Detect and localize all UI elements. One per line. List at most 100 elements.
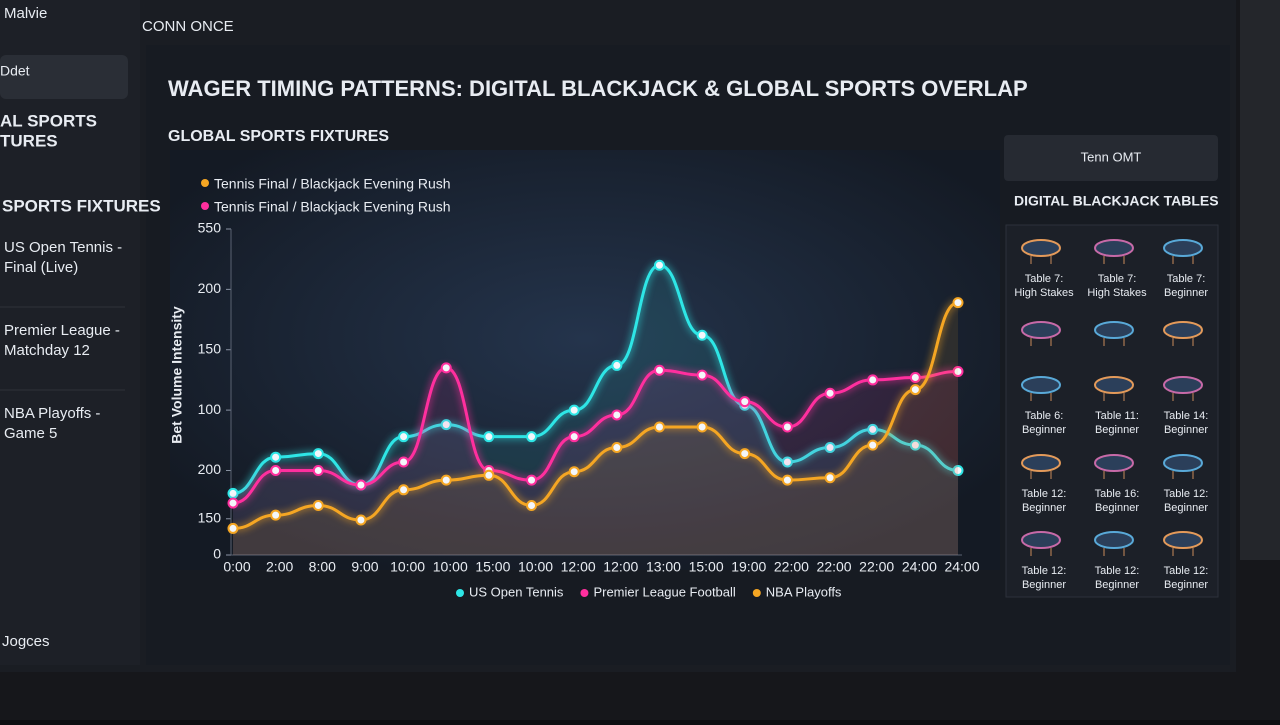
chart-subtitle: GLOBAL SPORTS FIXTURES (168, 128, 389, 145)
table-label[interactable]: Table 11: (1095, 410, 1139, 422)
table-label[interactable]: Beginner (1022, 502, 1066, 514)
data-point (227, 487, 239, 499)
y-tick-label: 150 (198, 509, 222, 525)
table-label[interactable]: Beginner (1022, 579, 1066, 591)
y-tick-label: 150 (198, 340, 222, 356)
y-tick-label: 200 (198, 280, 222, 296)
data-point (952, 297, 964, 309)
x-tick-label: 24:00 (902, 559, 937, 575)
table-label[interactable]: Beginner (1164, 424, 1208, 436)
x-tick-label: 15:00 (475, 559, 510, 575)
table-icon[interactable] (1163, 239, 1203, 257)
data-point (568, 466, 580, 478)
data-point (227, 497, 239, 509)
y-tick-label: 100 (198, 401, 222, 417)
data-point (824, 472, 836, 484)
fixture-text[interactable]: Final (Live) (4, 259, 78, 276)
legend-swatch (752, 589, 761, 597)
dropdown[interactable] (1004, 135, 1218, 181)
annotation: Tennis Final / Blackjack Evening Rush (214, 199, 451, 215)
search-text[interactable]: Ddet (0, 63, 30, 79)
table-icon[interactable] (1021, 321, 1061, 339)
legend-label: US Open Tennis (469, 584, 564, 599)
table-label[interactable]: Table 12: (1164, 565, 1209, 577)
data-point (355, 479, 367, 491)
data-point (653, 259, 665, 271)
x-tick-label: 22:00 (774, 559, 809, 575)
fixture-text[interactable]: Matchday 12 (4, 342, 90, 359)
data-point (696, 329, 708, 341)
data-point (653, 421, 665, 433)
data-point (526, 474, 538, 486)
data-point (781, 421, 793, 433)
table-label[interactable]: High Stakes (1087, 287, 1147, 299)
x-tick-label: 24:00 (944, 559, 979, 575)
table-label[interactable]: Table 7: (1167, 273, 1206, 285)
table-label[interactable]: Beginner (1164, 579, 1208, 591)
data-point (739, 448, 751, 460)
sidebar (0, 0, 140, 665)
table-icon[interactable] (1163, 531, 1203, 549)
table-icon[interactable] (1163, 454, 1203, 472)
search-box[interactable] (0, 55, 128, 99)
fixture-text[interactable]: US Open Tennis - (4, 239, 122, 256)
table-icon[interactable] (1021, 531, 1061, 549)
table-icon[interactable] (1094, 531, 1134, 549)
dropdown-text[interactable]: Tenn OMT (1081, 149, 1142, 164)
x-tick-label: 10:00 (518, 559, 553, 575)
table-label[interactable]: Beginner (1022, 424, 1066, 436)
y-tick-label: 550 (198, 220, 222, 236)
table-label[interactable]: Table 12: (1164, 488, 1209, 500)
table-label[interactable]: Table 16: (1095, 488, 1140, 500)
section-heading: TURES (0, 131, 58, 150)
table-icon[interactable] (1094, 321, 1134, 339)
table-label[interactable]: Table 12: (1095, 565, 1140, 577)
table-icon[interactable] (1094, 239, 1134, 257)
x-tick-label: 8:00 (309, 559, 336, 575)
connection: CONN ONCE (142, 18, 234, 35)
x-tick-label: 12:00 (603, 559, 638, 575)
table-label[interactable]: Table 12: (1022, 488, 1067, 500)
data-point (653, 364, 665, 376)
table-label[interactable]: Table 12: (1022, 565, 1067, 577)
fixture-text[interactable]: Game 5 (4, 425, 57, 442)
table-label[interactable]: Beginner (1164, 502, 1208, 514)
fixture-text[interactable]: NBA Playoffs - (4, 405, 100, 422)
table-label[interactable]: Beginner (1095, 424, 1139, 436)
table-label[interactable]: Beginner (1164, 287, 1208, 299)
x-tick-label: 12:00 (561, 559, 596, 575)
data-point (312, 464, 324, 476)
data-point (526, 499, 538, 511)
wall (1240, 0, 1280, 560)
table-label[interactable]: Table 14: (1164, 410, 1209, 422)
panel-title: DIGITAL BLACKJACK TABLES (1014, 193, 1219, 209)
table-label[interactable]: Table 7: (1098, 273, 1137, 285)
sidebar-footer[interactable]: Jogces (2, 633, 50, 650)
table-icon[interactable] (1094, 454, 1134, 472)
annotation-dot (201, 202, 209, 210)
table-icon[interactable] (1021, 454, 1061, 472)
table-icon[interactable] (1163, 376, 1203, 394)
data-point (867, 423, 879, 435)
table-icon[interactable] (1021, 239, 1061, 257)
data-point (440, 362, 452, 374)
data-point (398, 484, 410, 496)
x-tick-label: 19:00 (731, 559, 766, 575)
data-point (312, 499, 324, 511)
x-tick-label: 0:00 (223, 559, 250, 575)
data-point (312, 448, 324, 460)
table-icon[interactable] (1163, 321, 1203, 339)
table-label[interactable]: High Stakes (1014, 287, 1074, 299)
data-point (824, 442, 836, 454)
data-point (952, 464, 964, 476)
data-point (440, 419, 452, 431)
table-icon[interactable] (1021, 376, 1061, 394)
table-label[interactable]: Beginner (1095, 579, 1139, 591)
table-icon[interactable] (1094, 376, 1134, 394)
legend-label: NBA Playoffs (766, 584, 842, 599)
y-axis-label: Bet Volume Intensity (169, 306, 185, 444)
table-label[interactable]: Table 6: (1025, 410, 1064, 422)
fixture-text[interactable]: Premier League - (4, 322, 120, 339)
table-label[interactable]: Beginner (1095, 502, 1139, 514)
table-label[interactable]: Table 7: (1025, 273, 1064, 285)
